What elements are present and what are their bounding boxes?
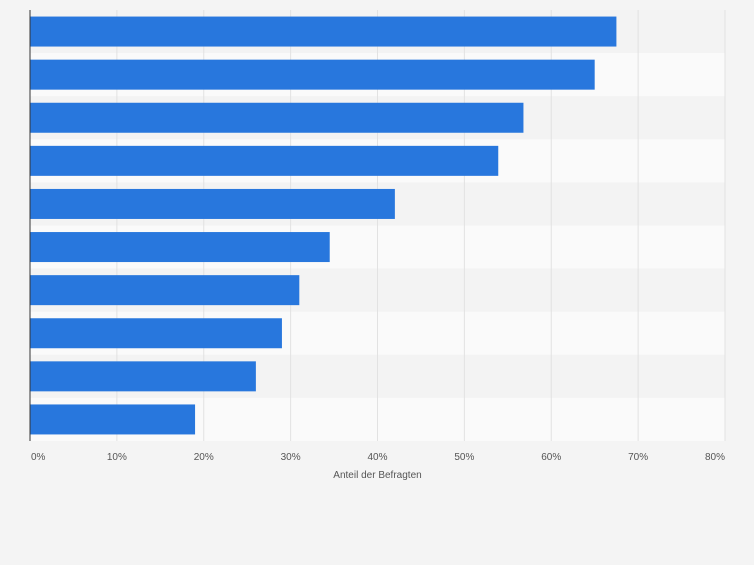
bar[interactable] [30,59,595,90]
x-tick-label: 50% [454,452,474,463]
bar[interactable] [30,145,499,176]
bar[interactable] [30,232,330,263]
bar[interactable] [30,404,196,435]
bar[interactable] [30,361,256,392]
x-tick-label: 70% [628,452,648,463]
x-tick-label: 60% [541,452,561,463]
bar[interactable] [30,275,300,306]
bar[interactable] [30,318,282,349]
x-axis-ticks: 0% 10% 20% 30% 40% 50% 60% 70% 80% [31,452,725,463]
bar[interactable] [30,102,524,133]
bars [30,16,617,435]
bar[interactable] [30,16,617,47]
x-tick-label: 30% [281,452,301,463]
x-tick-label: 10% [107,452,127,463]
x-axis-label: Anteil der Befragten [333,470,421,481]
bar[interactable] [30,188,395,219]
x-tick-label: 0% [31,452,46,463]
x-tick-label: 40% [367,452,387,463]
x-tick-label: 20% [194,452,214,463]
x-tick-label: 80% [705,452,725,463]
